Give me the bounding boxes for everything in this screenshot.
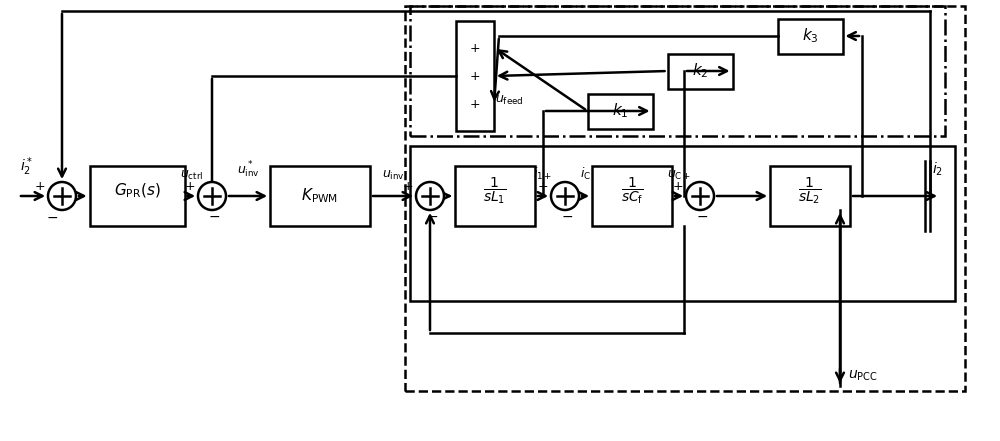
Text: $\dfrac{1}{sL_2}$: $\dfrac{1}{sL_2}$ [798, 176, 822, 206]
Text: $i_{\rm C}$: $i_{\rm C}$ [580, 166, 591, 182]
Text: +: + [673, 179, 683, 193]
Circle shape [48, 182, 76, 210]
Text: $k_2$: $k_2$ [692, 62, 708, 80]
Text: $u_{\rm inv}^*$: $u_{\rm inv}^*$ [237, 160, 259, 180]
Text: $u_{\rm PCC}$: $u_{\rm PCC}$ [848, 369, 878, 383]
Text: $k_3$: $k_3$ [802, 26, 818, 45]
Text: +: + [470, 97, 480, 111]
Text: $G_{\rm PR}(s)$: $G_{\rm PR}(s)$ [114, 182, 160, 200]
Text: −: − [561, 210, 573, 224]
Bar [588, 93, 652, 128]
Text: $u_{\rm inv}$: $u_{\rm inv}$ [382, 169, 404, 182]
Bar [770, 166, 850, 226]
Circle shape [551, 182, 579, 210]
Circle shape [416, 182, 444, 210]
Text: $\dfrac{1}{sL_1}$: $\dfrac{1}{sL_1}$ [483, 176, 507, 206]
Text: $K_{\rm PWM}$: $K_{\rm PWM}$ [301, 187, 339, 206]
Bar [410, 6, 945, 136]
Bar [410, 146, 955, 301]
Text: $u_{\rm feed}$: $u_{\rm feed}$ [495, 94, 524, 107]
Text: −: − [46, 211, 58, 225]
Text: +: + [470, 70, 480, 82]
Text: −: − [426, 210, 438, 224]
Text: +: + [185, 179, 195, 193]
Text: $i_2$: $i_2$ [932, 161, 943, 178]
Text: $u_{\rm C+}$: $u_{\rm C+}$ [667, 169, 691, 182]
Text: $\dfrac{1}{sC_{\rm f}}$: $\dfrac{1}{sC_{\rm f}}$ [621, 176, 643, 206]
Text: −: − [696, 210, 708, 224]
Text: $u_{\rm ctrl}$: $u_{\rm ctrl}$ [180, 169, 203, 182]
Text: −: − [208, 210, 220, 224]
Text: $i_{1+}$: $i_{1+}$ [533, 166, 553, 182]
Bar [668, 53, 732, 89]
Text: +: + [470, 41, 480, 55]
Bar [90, 166, 184, 226]
Text: +: + [403, 179, 413, 193]
Bar [592, 166, 672, 226]
Bar [456, 21, 494, 131]
Text: +: + [538, 179, 548, 193]
Circle shape [198, 182, 226, 210]
Circle shape [686, 182, 714, 210]
Bar [405, 6, 965, 391]
Bar [270, 166, 370, 226]
Bar [778, 19, 842, 53]
Text: +: + [35, 179, 45, 193]
Bar [455, 166, 535, 226]
Text: $i_2^*$: $i_2^*$ [20, 155, 33, 178]
Text: $k_1$: $k_1$ [612, 101, 628, 120]
